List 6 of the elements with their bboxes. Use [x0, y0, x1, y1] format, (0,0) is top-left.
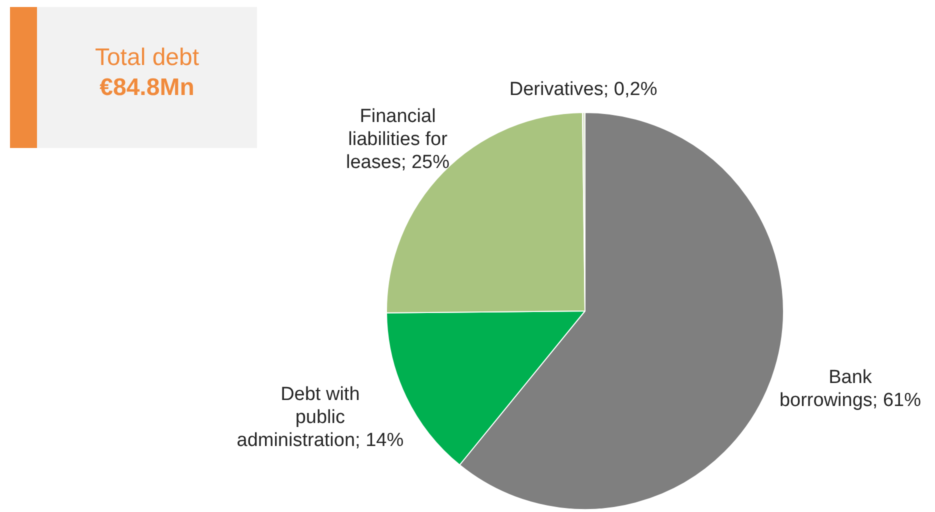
text: €84.8Mn	[98, 73, 196, 103]
slice-label: Debt with public administration; 14%	[236, 382, 405, 452]
slice-label: Bank borrowings; 61%	[778, 366, 922, 412]
slice-label: Derivatives; 0,2%	[508, 78, 658, 100]
text: Total debt	[94, 43, 200, 73]
slice-label: Financial liabilities for leases; 25%	[345, 105, 451, 174]
